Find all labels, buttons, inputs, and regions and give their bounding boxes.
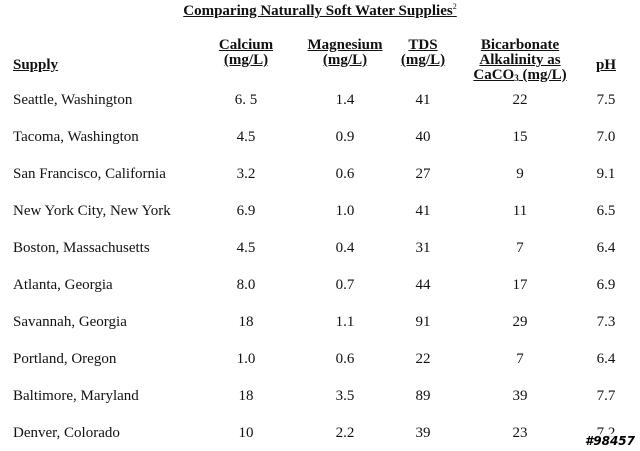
cell-calcium: 18	[238, 314, 254, 330]
header-ph: pH	[595, 57, 616, 73]
cell-tds: 40	[415, 129, 431, 145]
cell-supply: Baltimore, Maryland	[13, 388, 139, 404]
cell-tds: 22	[415, 351, 431, 367]
cell-bicarbonate: 23	[512, 425, 528, 441]
cell-calcium: 4.5	[236, 129, 256, 145]
header-calcium-line1: Calcium	[218, 37, 274, 53]
cell-supply: Seattle, Washington	[13, 92, 133, 108]
cell-ph: 6.5	[596, 203, 616, 219]
header-magnesium-line2: (mg/L)	[322, 52, 368, 68]
cell-supply: San Francisco, California	[13, 166, 166, 182]
cell-calcium: 8.0	[236, 277, 256, 293]
table-row: Seattle, Washington 6. 5 1.4 41 22 7.5	[0, 90, 640, 110]
cell-ph: 7.0	[596, 129, 616, 145]
table-row: Baltimore, Maryland 18 3.5 89 39 7.7	[0, 386, 640, 406]
header-bicarbonate-line3-pre: CaCO	[473, 67, 515, 83]
cell-bicarbonate: 11	[512, 203, 528, 219]
cell-ph: 6.9	[596, 277, 616, 293]
cell-calcium: 6. 5	[234, 92, 258, 108]
cell-calcium: 4.5	[236, 240, 256, 256]
cell-tds: 27	[415, 166, 431, 182]
table-row: Boston, Massachusetts 4.5 0.4 31 7 6.4	[0, 238, 640, 258]
cell-tds: 41	[415, 92, 431, 108]
cell-supply: Denver, Colorado	[13, 425, 120, 441]
cell-supply: Portland, Oregon	[13, 351, 117, 367]
cell-ph: 6.4	[596, 351, 616, 367]
header-supply: Supply	[13, 57, 59, 73]
table-row: San Francisco, California 3.2 0.6 27 9 9…	[0, 164, 640, 184]
header-bicarbonate-line3-post: (mg/L)	[518, 67, 567, 83]
cell-bicarbonate: 7	[516, 351, 524, 367]
table-title-text: Comparing Naturally Soft Water Supplies	[183, 3, 453, 19]
cell-magnesium: 0.7	[335, 277, 355, 293]
header-calcium: Calcium (mg/L)	[208, 38, 284, 68]
cell-supply: Savannah, Georgia	[13, 314, 127, 330]
cell-bicarbonate: 17	[512, 277, 528, 293]
table-row: Portland, Oregon 1.0 0.6 22 7 6.4	[0, 349, 640, 369]
cell-magnesium: 0.6	[335, 351, 355, 367]
cell-tds: 39	[415, 425, 431, 441]
cell-calcium: 18	[238, 388, 254, 404]
header-bicarbonate-line2: Alkalinity as	[479, 52, 561, 68]
cell-magnesium: 3.5	[335, 388, 355, 404]
header-bicarbonate-line1: Bicarbonate	[480, 37, 560, 53]
cell-supply: Boston, Massachusetts	[13, 240, 150, 256]
cell-bicarbonate: 22	[512, 92, 528, 108]
table-row: Atlanta, Georgia 8.0 0.7 44 17 6.9	[0, 275, 640, 295]
cell-magnesium: 1.4	[335, 92, 355, 108]
cell-ph: 7.5	[596, 92, 616, 108]
cell-tds: 44	[415, 277, 431, 293]
header-tds-line1: TDS	[408, 37, 438, 53]
cell-calcium: 10	[238, 425, 254, 441]
header-calcium-line2: (mg/L)	[223, 52, 269, 68]
header-bicarbonate-line3-sub: 3	[514, 73, 519, 83]
cell-magnesium: 2.2	[335, 425, 355, 441]
table-row: Tacoma, Washington 4.5 0.9 40 15 7.0	[0, 127, 640, 147]
cell-bicarbonate: 9	[516, 166, 524, 182]
cell-ph: 7.3	[596, 314, 616, 330]
cell-ph: 7.7	[596, 388, 616, 404]
cell-ph: 9.1	[596, 166, 616, 182]
header-tds-line2: (mg/L)	[400, 52, 446, 68]
cell-tds: 41	[415, 203, 431, 219]
cell-magnesium: 0.4	[335, 240, 355, 256]
cell-magnesium: 1.1	[335, 314, 355, 330]
cell-tds: 91	[415, 314, 431, 330]
cell-supply: Tacoma, Washington	[13, 129, 139, 145]
cell-calcium: 1.0	[236, 351, 256, 367]
watermark-id: #98457	[582, 434, 637, 448]
cell-supply: Atlanta, Georgia	[13, 277, 113, 293]
cell-magnesium: 0.9	[335, 129, 355, 145]
header-magnesium-line1: Magnesium	[307, 37, 383, 53]
header-bicarbonate-line3: CaCO3 (mg/L)	[462, 68, 578, 86]
table-row: New York City, New York 6.9 1.0 41 11 6.…	[0, 201, 640, 221]
header-magnesium: Magnesium (mg/L)	[300, 38, 390, 68]
cell-calcium: 6.9	[236, 203, 256, 219]
cell-bicarbonate: 7	[516, 240, 524, 256]
cell-magnesium: 1.0	[335, 203, 355, 219]
cell-bicarbonate: 39	[512, 388, 528, 404]
header-bicarbonate: Bicarbonate Alkalinity as CaCO3 (mg/L)	[462, 38, 578, 86]
cell-ph: 6.4	[596, 240, 616, 256]
cell-bicarbonate: 29	[512, 314, 528, 330]
cell-supply: New York City, New York	[13, 203, 171, 219]
cell-bicarbonate: 15	[512, 129, 528, 145]
cell-magnesium: 0.6	[335, 166, 355, 182]
table-row: Savannah, Georgia 18 1.1 91 29 7.3	[0, 312, 640, 332]
cell-calcium: 3.2	[236, 166, 256, 182]
cell-tds: 31	[415, 240, 431, 256]
title-footnote: 2	[452, 2, 457, 11]
table-row: Denver, Colorado 10 2.2 39 23 7.2	[0, 423, 640, 443]
table-title: Comparing Naturally Soft Water Supplies2	[0, 2, 640, 20]
header-tds: TDS (mg/L)	[398, 38, 448, 68]
cell-tds: 89	[415, 388, 431, 404]
